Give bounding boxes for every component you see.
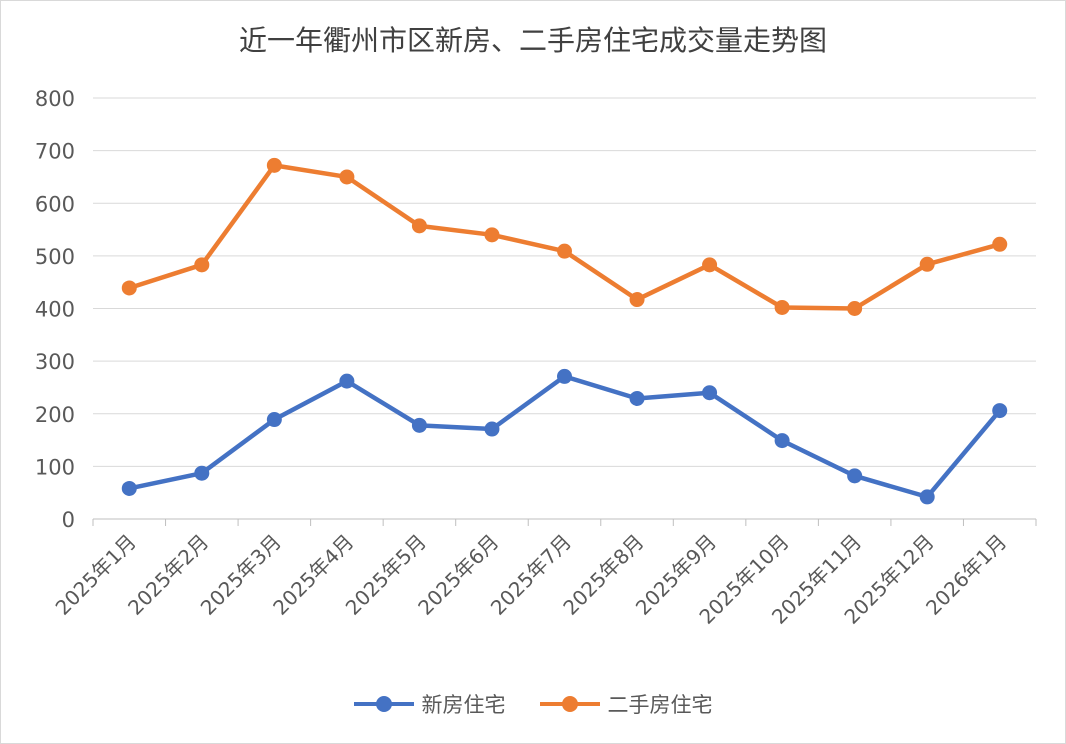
data-point [194, 465, 210, 481]
y-tick-label: 100 [35, 455, 75, 479]
y-axis-tick-labels: 0 100 200 300 400 500 600 700 800 [35, 87, 75, 532]
data-point [557, 368, 572, 384]
data-point [847, 468, 863, 484]
y-tick-label: 700 [35, 140, 75, 164]
y-tick-label: 200 [35, 403, 75, 427]
data-point [411, 218, 427, 234]
data-point [121, 480, 137, 496]
series-new-homes [121, 368, 1008, 505]
data-point [629, 292, 645, 308]
data-point [992, 403, 1008, 419]
y-tick-label: 400 [35, 298, 75, 322]
legend-swatch-second-hand-homes [539, 694, 600, 714]
data-point [992, 236, 1008, 252]
legend-marker-second-hand-homes [561, 696, 578, 712]
legend-swatch-new-homes [353, 694, 414, 714]
data-point [339, 169, 355, 185]
y-tick-label: 600 [35, 192, 75, 216]
data-point [702, 257, 718, 273]
y-tick-label: 300 [35, 350, 75, 374]
legend: 新房住宅 二手房住宅 [1, 689, 1065, 719]
data-point [121, 280, 137, 296]
legend-label-new-homes: 新房住宅 [421, 693, 506, 717]
legend-item-new-homes: 新房住宅 [353, 689, 506, 719]
data-point [266, 157, 282, 173]
y-tick-label: 0 [62, 508, 75, 532]
series-line [127, 163, 1002, 311]
data-point [411, 417, 427, 433]
legend-marker-new-homes [375, 696, 392, 712]
y-tick-label: 800 [35, 87, 75, 111]
legend-label-second-hand-homes: 二手房住宅 [607, 693, 713, 717]
data-point [484, 421, 500, 437]
legend-item-second-hand-homes: 二手房住宅 [539, 689, 713, 719]
data-point [702, 385, 718, 401]
data-point [194, 257, 210, 273]
data-point [919, 256, 935, 272]
line-chart: 0 100 200 300 400 500 600 700 800 2025年1月2025年2月… [35, 87, 1037, 629]
data-point [266, 412, 282, 428]
data-point [339, 373, 355, 389]
data-point [774, 433, 790, 449]
x-axis-tick-labels: 2025年1月2025年2月2025年3月2025年4月2025年5月2025年… [51, 530, 1012, 629]
data-point [484, 227, 500, 243]
series-second-hand-homes [121, 157, 1008, 316]
data-point [774, 299, 790, 315]
data-point [919, 489, 935, 505]
data-point [629, 390, 645, 406]
series-line [127, 374, 1002, 500]
x-axis [92, 518, 1037, 526]
chart-title: 近一年衢州市区新房、二手房住宅成交量走势图 [238, 24, 827, 57]
data-point [847, 301, 863, 316]
data-point [557, 243, 572, 259]
series-lines [121, 157, 1008, 505]
gridlines [93, 97, 1036, 467]
y-tick-label: 500 [35, 245, 75, 269]
